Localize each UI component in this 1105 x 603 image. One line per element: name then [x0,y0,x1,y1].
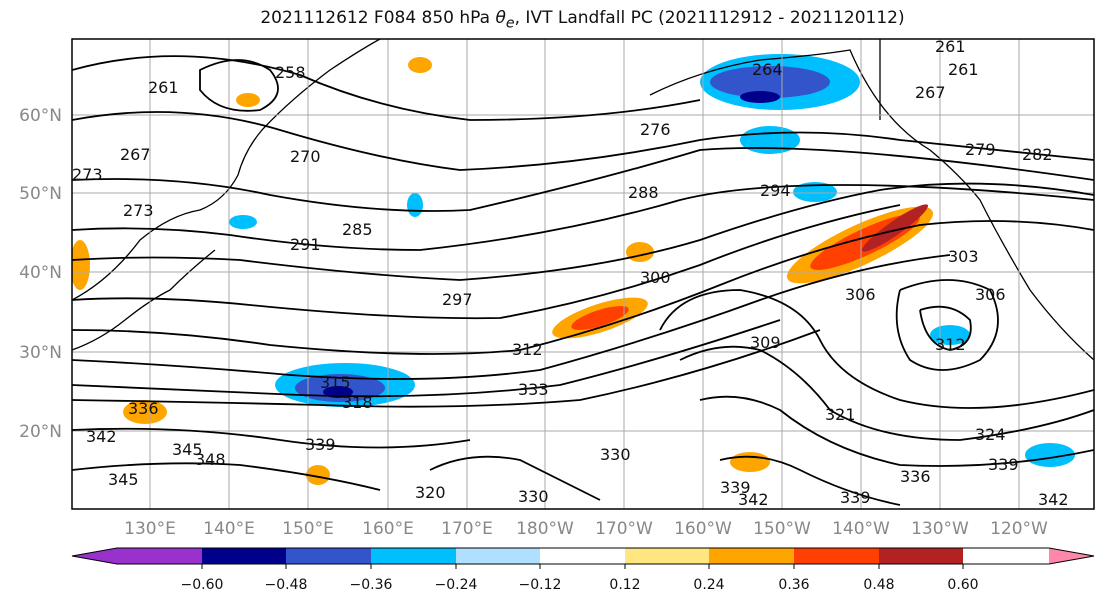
svg-text:279: 279 [965,140,996,159]
svg-text:339: 339 [720,478,751,497]
colorbar: −0.60 −0.48 −0.36 −0.24 −0.12 0.12 0.24 0.36 0.4… [71,547,1095,593]
colorbar-tick-label: 0.60 [947,577,978,593]
svg-text:261: 261 [948,60,979,79]
svg-text:288: 288 [628,183,659,202]
svg-text:312: 312 [512,340,543,359]
svg-text:330: 330 [600,445,631,464]
svg-text:130°W: 130°W [911,519,969,539]
contour-labels: 261 258 267 270 273 273 285 291 297 300 … [72,37,1069,509]
map-panel: 261 258 267 270 273 273 285 291 297 300 … [72,37,1094,509]
svg-text:261: 261 [148,78,179,97]
colorbar-segment [625,548,709,564]
svg-text:306: 306 [975,285,1006,304]
svg-text:345: 345 [108,470,139,489]
svg-text:150°E: 150°E [282,519,334,539]
svg-text:261: 261 [935,37,966,56]
svg-text:170°E: 170°E [441,519,493,539]
svg-text:60°N: 60°N [19,106,62,126]
svg-text:50°N: 50°N [19,184,62,204]
svg-text:342: 342 [1038,490,1069,509]
svg-text:264: 264 [752,60,783,79]
colorbar-segment [117,548,202,564]
svg-text:30°N: 30°N [19,343,62,363]
svg-text:342: 342 [86,427,117,446]
svg-text:140°W: 140°W [832,519,890,539]
colorbar-segment [709,548,794,564]
colorbar-segment [202,548,286,564]
svg-text:336: 336 [128,399,159,418]
svg-text:294: 294 [760,181,791,200]
svg-text:303: 303 [948,247,979,266]
svg-text:160°W: 160°W [674,519,732,539]
svg-text:297: 297 [442,290,473,309]
svg-text:318: 318 [342,393,373,412]
svg-text:270: 270 [290,147,321,166]
map-title: 2021112612 F084 850 hPa θe, IVT Landfall… [260,8,905,32]
colorbar-segment [456,548,540,564]
svg-text:267: 267 [120,145,151,164]
colorbar-segment [794,548,879,564]
coastlines [72,39,1094,361]
lat-labels: 60°N 50°N 40°N 30°N 20°N [19,106,62,442]
lon-labels: 130°E 140°E 150°E 160°E 170°E 180°W 170°… [124,519,1048,539]
svg-text:342: 342 [738,490,769,509]
colorbar-tick-label: −0.12 [519,577,562,593]
colorbar-tick-label: 0.12 [609,577,640,593]
svg-text:40°N: 40°N [19,263,62,283]
svg-text:160°E: 160°E [362,519,414,539]
svg-text:276: 276 [640,120,671,139]
colorbar-tick-label: −0.48 [265,577,308,593]
svg-text:306: 306 [845,285,876,304]
svg-text:345: 345 [172,440,203,459]
svg-text:324: 324 [975,425,1006,444]
svg-text:339: 339 [305,435,336,454]
svg-text:20°N: 20°N [19,422,62,442]
svg-text:309: 309 [750,333,781,352]
svg-text:339: 339 [988,455,1019,474]
svg-text:291: 291 [290,235,321,254]
svg-text:339: 339 [840,488,871,507]
svg-text:120°W: 120°W [990,519,1048,539]
colorbar-segment [879,548,963,564]
colorbar-tick-label: 0.24 [693,577,724,593]
svg-text:140°E: 140°E [203,519,255,539]
svg-text:336: 336 [900,467,931,486]
colorbar-tick-label: 0.36 [778,577,809,593]
colorbar-extend-min [72,548,117,564]
svg-text:330: 330 [518,487,549,506]
svg-text:315: 315 [320,373,351,392]
colorbar-tick-label: −0.24 [435,577,478,593]
colorbar-tick-label: −0.60 [181,577,224,593]
svg-text:180°W: 180°W [516,519,574,539]
svg-text:312: 312 [935,335,966,354]
svg-text:285: 285 [342,220,373,239]
svg-text:267: 267 [915,83,946,102]
svg-text:282: 282 [1022,145,1053,164]
svg-text:333: 333 [518,380,549,399]
svg-text:348: 348 [195,450,226,469]
svg-text:170°W: 170°W [595,519,653,539]
colorbar-tick-label: −0.36 [350,577,393,593]
theta-e-contours [72,55,1094,506]
svg-text:300: 300 [640,268,671,287]
colorbar-segment [540,548,625,564]
map-frame [71,38,1095,510]
colorbar-segment [371,548,456,564]
svg-text:258: 258 [275,63,306,82]
colorbar-extend-max [1049,548,1094,564]
svg-text:273: 273 [123,201,154,220]
svg-text:320: 320 [415,483,446,502]
colorbar-segment [286,548,371,564]
colorbar-tick-label: 0.48 [863,577,894,593]
svg-text:130°E: 130°E [124,519,176,539]
svg-text:321: 321 [825,405,856,424]
svg-text:150°W: 150°W [753,519,811,539]
svg-text:273: 273 [72,165,103,184]
